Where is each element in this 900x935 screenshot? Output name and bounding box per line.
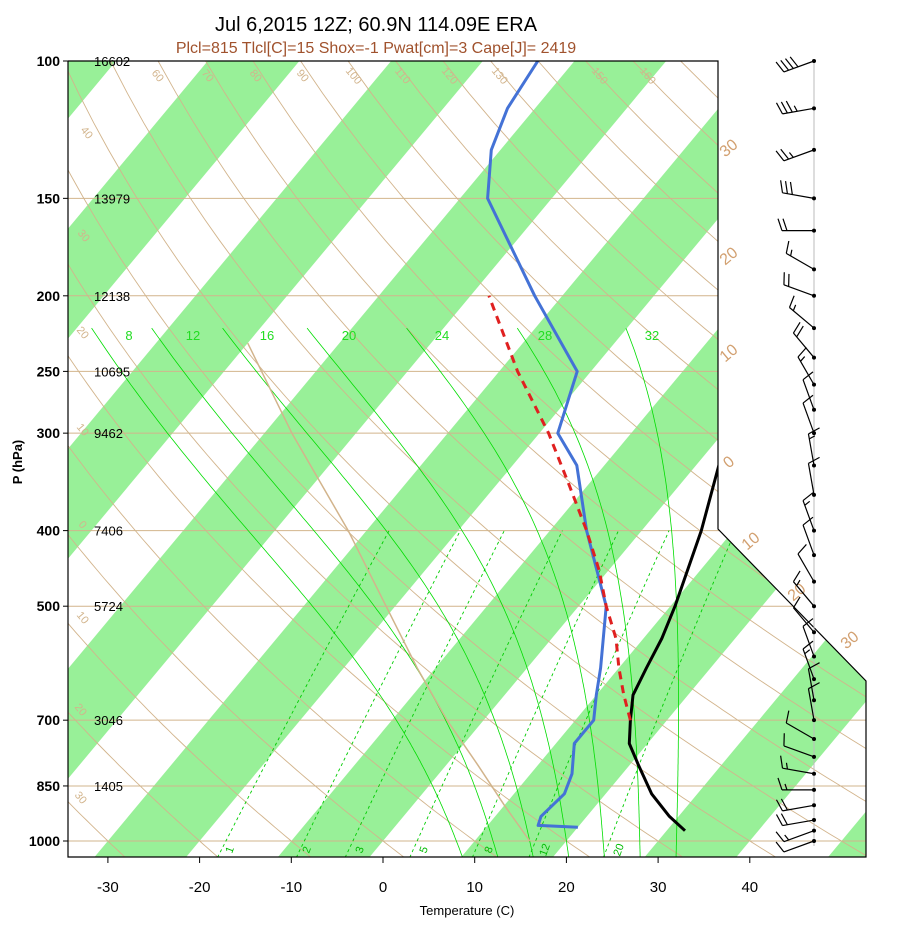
wind-barb: [789, 296, 816, 330]
wind-barb: [781, 180, 816, 200]
moist-adiabat-label: 24: [435, 328, 449, 343]
isotherm-label: 0: [720, 453, 738, 472]
moist-adiabat-label: 28: [538, 328, 552, 343]
temp-tick-label: 0: [379, 879, 387, 896]
height-label: 1405: [94, 779, 123, 794]
dry-adiabat-label: 40: [78, 125, 95, 142]
pressure-tick-label: 700: [37, 712, 61, 728]
pressure-tick-label: 250: [37, 363, 61, 379]
wind-barb: [778, 219, 816, 233]
temp-tick-label: 30: [650, 879, 667, 896]
y-axis-label: P (hPa): [10, 440, 25, 485]
moist-adiabat-label: 8: [125, 328, 132, 343]
isotherm-band: [828, 61, 900, 858]
height-label: 7406: [94, 524, 123, 539]
dry-adiabat-label: 10: [74, 610, 91, 627]
pressure-tick-label: 850: [37, 778, 61, 794]
chart-subtitle: Plcl=815 Tlcl[C]=15 Shox=-1 Pwat[cm]=3 C…: [176, 40, 576, 57]
height-label: 12138: [94, 289, 130, 304]
isotherm-label: 30: [717, 136, 742, 161]
mixing-ratio-label: 5: [417, 845, 430, 855]
pressure-tick-label: 1000: [29, 833, 60, 849]
height-label: 13979: [94, 191, 130, 206]
mixing-ratio-label: 20: [611, 842, 626, 858]
dry-adiabat-label: 130: [489, 65, 510, 87]
dry-adiabat-label: 30: [72, 790, 89, 807]
height-label: 5724: [94, 599, 123, 614]
temp-tick-label: -30: [97, 879, 119, 896]
x-axis-label: Temperature (C): [420, 903, 515, 918]
temp-tick-label: -10: [280, 879, 302, 896]
wind-barb: [776, 148, 816, 161]
temp-tick-label: 20: [558, 879, 575, 896]
chart-title: Jul 6,2015 12Z; 60.9N 114.09E ERA: [215, 14, 538, 36]
wind-barb: [776, 57, 816, 72]
moist-adiabat-label: 16: [260, 328, 274, 343]
pressure-tick-label: 150: [37, 190, 61, 206]
isotherm-label: 20: [717, 244, 742, 269]
isotherm-label: 10: [717, 341, 742, 366]
temp-tick-label: 40: [741, 879, 758, 896]
dry-adiabat-label: 90: [294, 68, 311, 85]
isotherm-label: 10: [739, 529, 764, 554]
temp-tick-label: 10: [466, 879, 483, 896]
isotherm-band: [94, 61, 850, 858]
wind-barb: [798, 544, 816, 583]
wind-barb: [776, 101, 816, 114]
wind-barb: [784, 272, 816, 298]
isotherm-label: 30: [838, 628, 863, 653]
height-label: 3046: [94, 713, 123, 728]
wind-barb: [776, 829, 816, 842]
mixing-ratio-label: 1: [223, 845, 236, 855]
moist-adiabat-label: 12: [186, 328, 200, 343]
pressure-tick-label: 300: [37, 425, 61, 441]
pressure-tick-label: 400: [37, 523, 61, 539]
pressure-tick-label: 100: [37, 53, 61, 69]
wind-barb: [793, 597, 816, 634]
moist-adiabat-label: 20: [342, 328, 356, 343]
pressure-tick-label: 200: [37, 288, 61, 304]
moist-adiabat-label: 32: [645, 328, 659, 343]
pressure-tick-label: 500: [37, 598, 61, 614]
wind-barb: [786, 241, 816, 271]
dry-adiabat-label: 100: [343, 65, 364, 87]
wind-barb: [776, 814, 816, 826]
height-label: 9462: [94, 426, 123, 441]
wind-barb: [798, 348, 816, 387]
temp-tick-label: -20: [189, 879, 211, 896]
height-label: 10695: [94, 364, 130, 379]
